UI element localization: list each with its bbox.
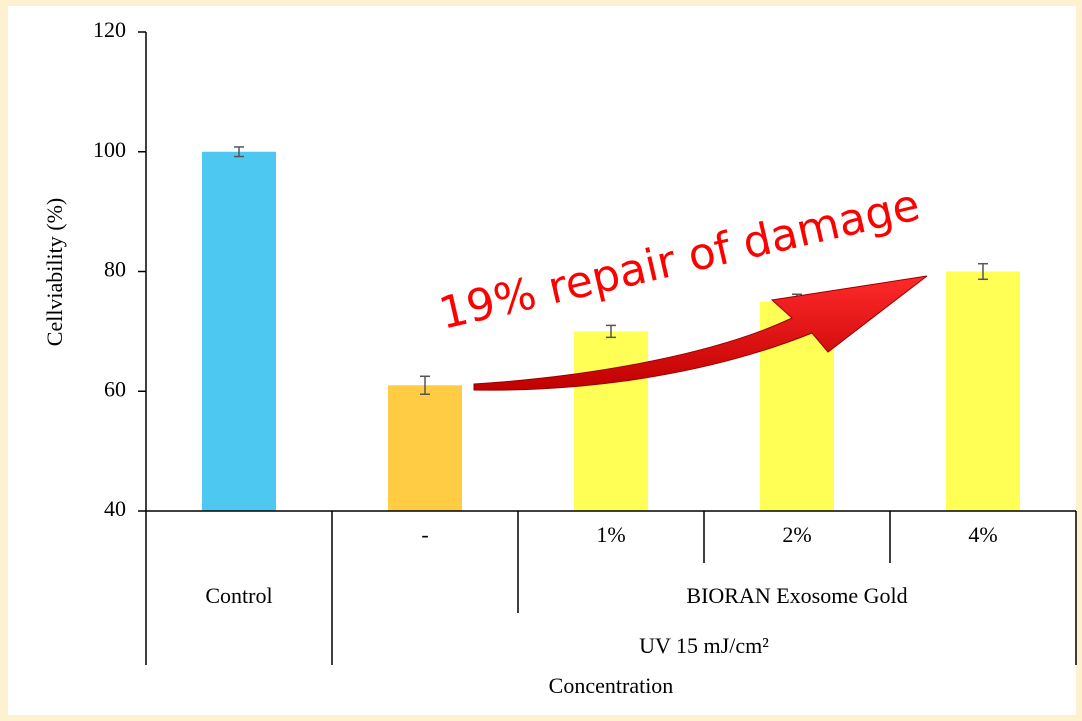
plot: 40 60 80 100 120 Control - 1% 2% 4% BIORAN Exosome… bbox=[93, 17, 1077, 665]
y-axis-title: Cellviability (%) bbox=[42, 198, 67, 346]
plot-background bbox=[8, 6, 1076, 715]
group-label: UV 15 mJ/cm² bbox=[639, 633, 769, 658]
y-tick-label: 120 bbox=[93, 17, 126, 42]
bar bbox=[202, 151, 276, 511]
error-bar bbox=[234, 146, 244, 158]
x-tick-label: 4% bbox=[968, 522, 997, 547]
x-tick-label: - bbox=[421, 522, 428, 547]
error-bar bbox=[978, 262, 988, 281]
bar bbox=[574, 331, 648, 511]
bar bbox=[388, 385, 462, 511]
x-tick-label: 2% bbox=[782, 522, 811, 547]
y-tick-label: 80 bbox=[104, 257, 126, 282]
group-label: BIORAN Exosome Gold bbox=[686, 583, 907, 608]
y-tick-label: 40 bbox=[104, 496, 126, 521]
x-tick-label: 1% bbox=[596, 522, 625, 547]
y-tick-label: 60 bbox=[104, 376, 126, 401]
bar bbox=[946, 271, 1020, 511]
x-axis-title: Concentration bbox=[549, 673, 674, 698]
y-tick-label: 100 bbox=[93, 137, 126, 162]
error-bar bbox=[606, 324, 616, 339]
arrow bbox=[473, 275, 928, 391]
x-tick-label: Control bbox=[205, 583, 272, 608]
error-bar bbox=[420, 375, 430, 395]
